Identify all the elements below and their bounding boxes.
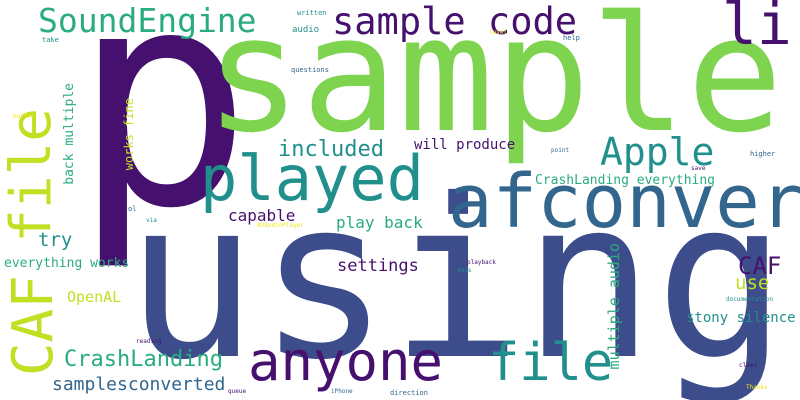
word-written: written (297, 9, 327, 17)
word-apple: Apple (600, 130, 715, 174)
word-ol: ol (128, 205, 137, 213)
word-included: included (278, 137, 384, 162)
word-anyone: anyone (248, 330, 444, 393)
word-class: class (739, 362, 758, 369)
word-crashlanding-everything: CrashLanding everything (535, 173, 716, 188)
word-queue: queue (228, 388, 247, 395)
word-help: help (563, 34, 580, 42)
word-higher: higher (750, 150, 776, 158)
word-via: via (146, 217, 157, 224)
word-point: point (551, 147, 570, 154)
word-save: save (691, 165, 706, 172)
word-level: level (489, 29, 508, 36)
word-docs: docs (457, 267, 472, 274)
word-play-back: play back (336, 213, 423, 232)
word-works-fine: works fine (122, 98, 136, 171)
word-documentation: documentation (726, 296, 773, 303)
word-crashlanding: CrashLanding (64, 347, 223, 372)
word-audio: audio (292, 25, 320, 35)
word-stony-silence: stony silence (686, 310, 796, 326)
word-soundengine: SoundEngine (38, 1, 257, 40)
word-playback: playback (467, 259, 496, 266)
word-using: using (125, 152, 788, 400)
word-questions: questions (291, 66, 329, 74)
word-settings: settings (337, 256, 419, 276)
word-thanks: Thanks (746, 384, 768, 391)
word-samplesconverted: samplesconverted (52, 374, 226, 395)
word-iphone: iPhone (331, 388, 353, 395)
word-played: played (200, 142, 424, 215)
word-sample-code: sample code (332, 0, 578, 43)
word-file-left: file (0, 108, 64, 243)
word-caf-left: CAF (1, 275, 66, 377)
word-try: try (38, 229, 73, 251)
word-file-bottom: file (488, 333, 614, 393)
word-reading: reading (136, 338, 162, 345)
word-capable: capable (228, 206, 296, 225)
word-avaudioplayer: AVAudioPlayer (257, 222, 304, 229)
word-li: li (722, 0, 792, 58)
word-afconvert: afconvert (448, 159, 800, 245)
word-buffer: buffer (13, 113, 35, 120)
word-will-produce: will produce (414, 137, 516, 153)
word-multiple-audio: multiple audio (605, 243, 623, 370)
word-openal: OpenAL (67, 288, 122, 306)
word-everything-works: everything works (4, 256, 130, 271)
word-use: use (735, 272, 770, 294)
word-take: take (42, 36, 59, 44)
word-caf-right: CAF (738, 252, 782, 280)
word-direction: direction (390, 389, 428, 397)
word-sample: sample (205, 0, 783, 168)
word-p: p (72, 0, 253, 274)
word-back-multiple: back multiple (62, 83, 77, 185)
